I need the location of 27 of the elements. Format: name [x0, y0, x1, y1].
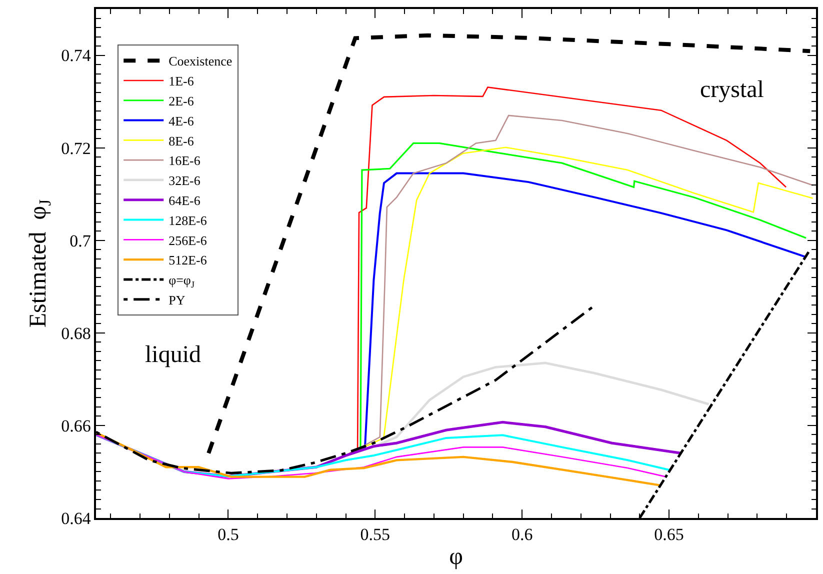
y-tick-label: 0.64 — [61, 508, 92, 528]
x-tick-label: 0.6 — [511, 525, 533, 544]
legend-label: 64E-6 — [168, 192, 201, 208]
y-tick-label: 0.74 — [61, 46, 92, 66]
y-tick-label: 0.7 — [70, 231, 92, 250]
legend-label: 32E-6 — [168, 173, 201, 188]
legend-label: 512E-6 — [168, 252, 208, 268]
legend-label: PY — [168, 292, 186, 308]
x-axis-title: φ — [449, 544, 463, 570]
legend-label: 4E-6 — [168, 113, 194, 128]
legend-label: φ=φ$_{J}$ — [168, 272, 195, 290]
y-tick-label: 0.68 — [61, 324, 91, 343]
legend-label: Coexistence — [168, 54, 232, 69]
legend-label: 256E-6 — [168, 232, 208, 248]
annotation: liquid — [145, 342, 202, 368]
x-tick-label: 0.65 — [654, 525, 684, 544]
legend-label: 16E-6 — [168, 153, 201, 168]
y-tick-label: 0.66 — [61, 416, 91, 436]
x-tick-label: 0.5 — [218, 525, 239, 544]
x-tick-label: 0.55 — [360, 525, 390, 544]
line-series — [96, 432, 660, 486]
legend-label: 8E-6 — [168, 133, 194, 148]
y-tick-label: 0.72 — [61, 138, 91, 158]
legend-label: 128E-6 — [168, 212, 208, 228]
annotation: crystal — [700, 77, 764, 103]
legend-label: 1E-6 — [168, 74, 194, 89]
legend-label: 2E-6 — [168, 93, 194, 108]
